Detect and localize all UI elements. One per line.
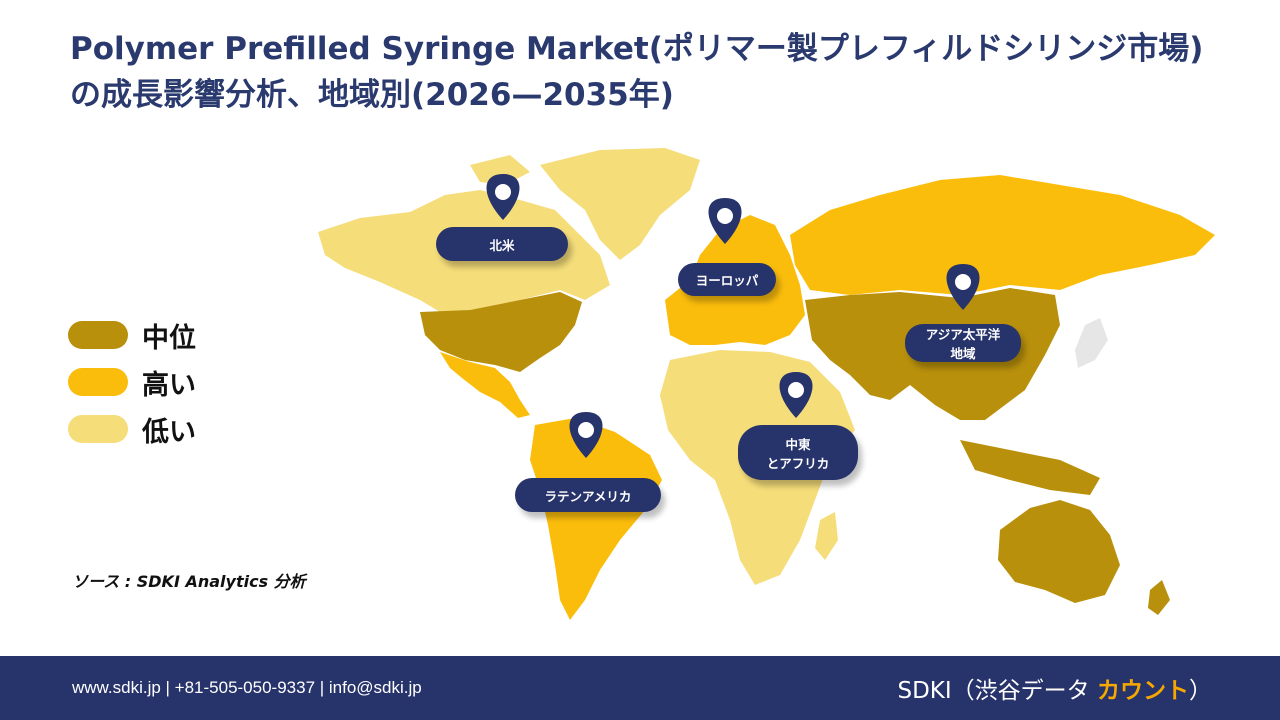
legend-swatch-high [68, 368, 128, 396]
legend-item-medium: 中位 [68, 318, 196, 354]
legend-swatch-medium [68, 321, 128, 349]
legend-item-low: 低い [68, 412, 196, 448]
footer-brand-suffix: ） [1189, 678, 1212, 704]
legend-label-low: 低い [142, 416, 196, 448]
legend: 中位 高い 低い [68, 318, 196, 459]
label-middle-east-line2: とアフリカ [766, 455, 830, 471]
landmass-usa [420, 292, 582, 372]
landmass-south-america [530, 418, 662, 620]
page-title: Polymer Prefilled Syringe Market(ポリマー製プレ… [70, 31, 1204, 113]
footer-brand-prefix: SDKI（渋谷データ [897, 678, 1097, 704]
footer-brand-accent: カウント [1097, 678, 1189, 704]
label-middle-east-africa: 中東 とアフリカ [738, 425, 858, 480]
landmass-greenland [540, 148, 700, 260]
landmass-madagascar [815, 512, 838, 560]
legend-label-medium: 中位 [142, 322, 196, 354]
pin-europe [708, 198, 742, 244]
landmass-mexico [440, 352, 530, 418]
landmass-australia [998, 500, 1120, 603]
label-north-america: 北米 [436, 227, 568, 261]
pin-middle-east-africa [779, 372, 813, 418]
pin-latin-america [569, 412, 603, 458]
pin-asia-pacific [946, 264, 980, 310]
label-asia-pacific-line1: アジア太平洋 [925, 327, 1001, 342]
label-asia-pacific-line2: 地域 [950, 346, 976, 361]
landmass-japan [1075, 318, 1108, 368]
label-middle-east-line1: 中東 [785, 436, 811, 452]
legend-item-high: 高い [68, 365, 196, 401]
footer-contact: www.sdki.jp | +81-505-050-9337 | info@sd… [72, 678, 422, 697]
landmass-new-zealand [1148, 580, 1170, 615]
pin-north-america [486, 174, 520, 220]
label-europe-text: ヨーロッパ [695, 273, 759, 288]
footer-brand: SDKI（渋谷データ カウント） [898, 671, 1213, 705]
legend-label-high: 高い [142, 369, 196, 401]
landmass-southeast-asia [960, 440, 1100, 495]
label-latin-america-text: ラテンアメリカ [544, 488, 632, 504]
source-note: ソース : SDKI Analytics 分析 [72, 572, 306, 591]
legend-swatch-low [68, 415, 128, 443]
landmass-russia [790, 175, 1215, 295]
label-asia-pacific: アジア太平洋 地域 [905, 324, 1021, 362]
label-europe: ヨーロッパ [678, 263, 776, 296]
label-north-america-text: 北米 [489, 237, 515, 253]
label-latin-america: ラテンアメリカ [515, 478, 661, 512]
footer-bar: www.sdki.jp | +81-505-050-9337 | info@sd… [0, 656, 1280, 720]
